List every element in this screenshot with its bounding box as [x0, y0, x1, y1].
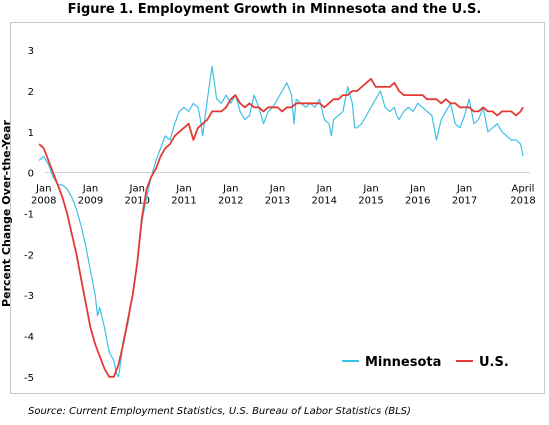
y-tick-labels: 3 2 1 0 -1 -2 -3 -4 -5: [24, 46, 34, 384]
y-axis-label: Percent Change Over-the-Year: [0, 119, 13, 306]
x-tick-label-month: Jan: [129, 184, 145, 195]
x-tick-label-month: Jan: [222, 184, 238, 195]
x-tick-label-year: 2009: [78, 196, 103, 207]
x-tick-label-month: Jan: [35, 184, 51, 195]
y-tick-label: 3: [28, 46, 34, 57]
x-tick-label-year: 2013: [265, 196, 290, 207]
x-tick-label-year: 2012: [218, 196, 243, 207]
x-tick-label-month: Jan: [409, 184, 425, 195]
chart-frame: [10, 22, 545, 394]
y-tick-label: -2: [24, 250, 34, 261]
x-tick-label-year: 2017: [452, 196, 477, 207]
chart-title: Figure 1. Employment Growth in Minnesota…: [67, 2, 482, 17]
y-tick-label: -1: [24, 210, 34, 221]
series-lines: [38, 65, 524, 378]
x-tick-label-year: 2014: [312, 196, 337, 207]
series-line-u-s-: [38, 77, 524, 378]
y-axis-title: Percent Change Over-the-Year: [0, 119, 13, 306]
x-tick-label-month: Jan: [316, 184, 332, 195]
x-tick-label-year: 2008: [31, 196, 56, 207]
x-tick-label-month: April: [512, 184, 535, 195]
x-tick-label-year: 2011: [171, 196, 196, 207]
x-tick-label-year: 2010: [125, 196, 150, 207]
y-tick-label: -3: [24, 291, 34, 302]
y-tick-label: -5: [24, 373, 34, 384]
legend: Minnesota U.S.: [342, 355, 509, 370]
x-tick-label-year: 2016: [405, 196, 430, 207]
source-note: Source: Current Employment Statistics, U…: [28, 406, 411, 417]
legend-label: U.S.: [479, 355, 509, 370]
y-tick-label: 1: [28, 128, 34, 139]
y-tick-label: 0: [28, 169, 34, 180]
x-tick-label-month: Jan: [269, 184, 285, 195]
x-tick-labels: Jan2008Jan2009Jan2010Jan2011Jan2012Jan20…: [31, 184, 536, 207]
x-tick-label-month: Jan: [362, 184, 378, 195]
x-tick-label-month: Jan: [456, 184, 472, 195]
y-tick-label: 2: [28, 87, 34, 98]
x-tick-label-year: 2015: [358, 196, 383, 207]
y-tick-label: -4: [24, 332, 34, 343]
x-tick-label-year: 2018: [510, 196, 535, 207]
x-tick-label-month: Jan: [175, 184, 191, 195]
series-line-minnesota: [38, 65, 524, 378]
legend-label: Minnesota: [365, 355, 441, 370]
x-tick-label-month: Jan: [82, 184, 98, 195]
